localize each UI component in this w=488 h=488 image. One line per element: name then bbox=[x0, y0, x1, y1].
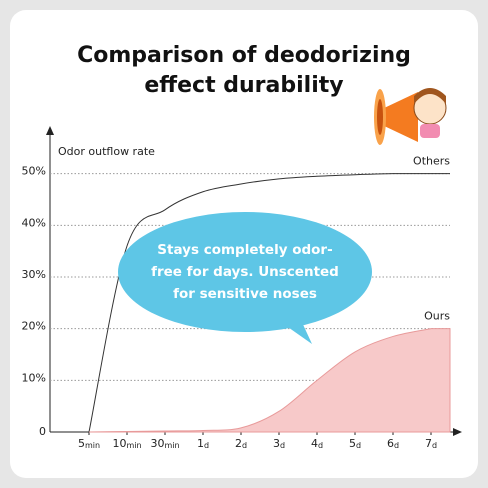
x-tick-label: 3d bbox=[273, 437, 285, 450]
x-arrow bbox=[453, 428, 462, 436]
y-tick-label: 50% bbox=[22, 165, 46, 178]
x-tick-label: 30min bbox=[150, 437, 179, 450]
x-tick-label: 5d bbox=[349, 437, 361, 450]
x-tick-label: 10min bbox=[112, 437, 141, 450]
area bbox=[88, 328, 451, 433]
x-tick-label: 1d bbox=[197, 437, 209, 450]
x-tick-label: 7d bbox=[425, 437, 437, 450]
speech-bubble bbox=[118, 212, 372, 344]
x-tick-label: 5min bbox=[78, 437, 100, 450]
y-arrow bbox=[46, 126, 54, 135]
y-tick-label: 30% bbox=[22, 268, 46, 281]
annotation: Stays completely odor- bbox=[157, 242, 332, 258]
y-tick-label: 0 bbox=[39, 425, 46, 438]
series-label: Ours bbox=[424, 310, 450, 323]
annotation: for sensitive noses bbox=[173, 286, 317, 302]
y-tick-label: 10% bbox=[22, 371, 46, 384]
annotation: free for days. Unscented bbox=[151, 264, 339, 280]
line bbox=[88, 173, 450, 433]
y-tick-label: 20% bbox=[22, 320, 46, 333]
chart-subtitle: effect durability bbox=[144, 73, 343, 98]
x-tick-label: 6d bbox=[387, 437, 399, 450]
y-axis-label: Odor outflow rate bbox=[58, 145, 155, 158]
y-tick-label: 40% bbox=[22, 216, 46, 229]
x-tick-label: 2d bbox=[235, 437, 247, 450]
illustration bbox=[374, 88, 447, 145]
series-label: Others bbox=[413, 155, 450, 168]
x-tick-label: 4d bbox=[311, 437, 323, 450]
chart-title: Comparison of deodorizing bbox=[77, 43, 411, 68]
